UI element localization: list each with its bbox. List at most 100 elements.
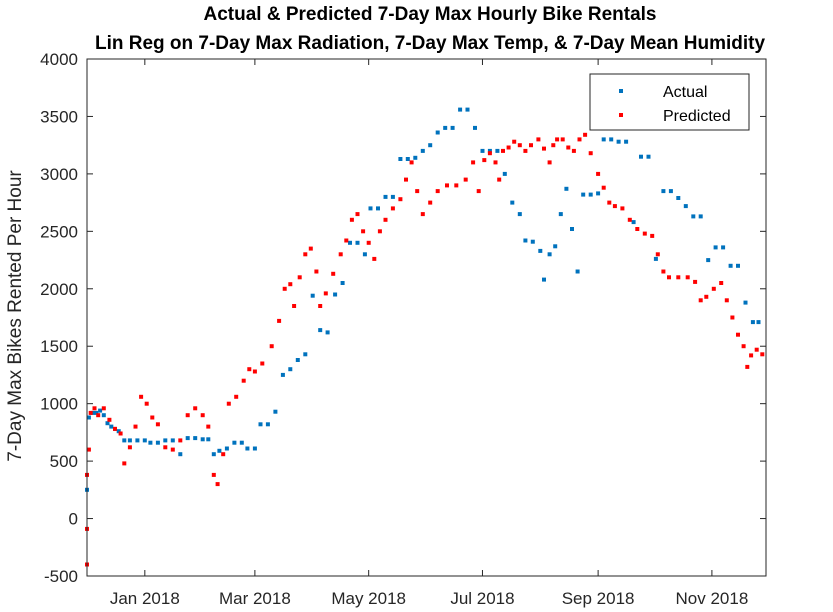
predicted-point — [349, 217, 354, 222]
predicted-point — [760, 352, 765, 357]
predicted-point — [607, 200, 612, 205]
predicted-point — [536, 137, 541, 142]
actual-point — [170, 438, 175, 443]
predicted-point — [318, 304, 323, 308]
actual-point — [728, 263, 733, 268]
predicted-point — [404, 177, 408, 182]
predicted-point — [685, 275, 690, 280]
legend-box — [589, 73, 750, 131]
predicted-point — [247, 367, 252, 372]
actual-point — [443, 125, 448, 130]
actual-point — [105, 421, 110, 426]
predicted-point — [445, 183, 449, 188]
predicted-point — [724, 298, 729, 303]
actual-point — [383, 194, 388, 199]
predicted-point — [661, 269, 666, 274]
predicted-point — [122, 461, 127, 466]
predicted-point — [144, 401, 149, 406]
predicted-point — [303, 252, 308, 257]
actual-point — [616, 139, 621, 144]
actual-point — [116, 429, 121, 434]
actual-point — [668, 189, 673, 194]
predicted-point — [133, 424, 138, 429]
predicted-point — [736, 332, 740, 337]
actual-point — [736, 263, 740, 268]
actual-point — [224, 446, 229, 451]
predicted-point — [551, 143, 556, 148]
actual-point — [288, 367, 293, 372]
actual-point — [376, 206, 380, 211]
predicted-point — [487, 151, 492, 156]
predicted-point — [497, 177, 502, 182]
actual-point — [142, 438, 147, 443]
actual-point — [163, 438, 168, 443]
predicted-point — [92, 406, 97, 411]
legend-marker-predicted — [619, 113, 623, 117]
actual-point — [232, 440, 237, 445]
actual-point — [355, 240, 360, 245]
predicted-point — [139, 394, 144, 399]
actual-point — [390, 194, 395, 199]
predicted-point — [323, 291, 328, 296]
predicted-point — [206, 424, 211, 429]
predicted-point — [560, 137, 565, 142]
predicted-point — [482, 158, 487, 163]
predicted-point — [529, 143, 533, 148]
predicted-point — [719, 281, 724, 285]
predicted-point — [163, 445, 168, 450]
predicted-point — [331, 271, 336, 276]
predicted-point — [170, 447, 175, 452]
predicted-point — [741, 344, 746, 349]
actual-point — [333, 292, 338, 297]
predicted-point — [730, 315, 735, 320]
x-tick-label: Jan 2018 — [110, 589, 180, 608]
x-tick-label: Sep 2018 — [562, 589, 635, 608]
legend: Actual Predicted — [589, 73, 750, 131]
actual-point — [185, 436, 190, 441]
predicted-point — [241, 378, 246, 383]
predicted-point — [185, 413, 190, 418]
predicted-point — [215, 482, 220, 487]
actual-point — [318, 328, 323, 333]
actual-point — [109, 424, 114, 429]
actual-point — [178, 452, 183, 457]
predicted-point — [377, 229, 382, 234]
legend-marker-actual — [619, 89, 623, 93]
actual-point — [265, 422, 270, 427]
actual-point — [362, 252, 367, 257]
actual-point — [420, 148, 425, 153]
actual-point — [547, 252, 552, 257]
predicted-point — [754, 347, 759, 352]
actual-point — [122, 438, 127, 443]
x-tick-label: Nov 2018 — [676, 589, 749, 608]
actual-point — [217, 448, 222, 453]
actual-point — [273, 409, 278, 414]
plot-frame — [86, 58, 767, 577]
predicted-point — [355, 212, 360, 217]
actual-point — [538, 248, 543, 253]
predicted-point — [642, 231, 647, 236]
actual-point — [653, 256, 658, 261]
actual-point — [588, 192, 593, 197]
actual-point — [252, 446, 257, 451]
predicted-point — [711, 286, 716, 291]
predicted-point — [601, 185, 606, 190]
x-tick-label: Jul 2018 — [450, 589, 514, 608]
predicted-point — [501, 148, 505, 153]
actual-point — [310, 293, 315, 298]
actual-point — [86, 415, 91, 420]
predicted-point — [361, 229, 366, 234]
actual-point — [101, 413, 106, 418]
actual-point — [631, 220, 636, 225]
actual-point — [280, 372, 285, 377]
actual-point — [530, 239, 535, 244]
predicted-point — [292, 304, 297, 308]
actual-point — [303, 352, 308, 357]
actual-point — [495, 148, 500, 153]
legend-label-predicted: Predicted — [663, 108, 731, 125]
y-tick-label: 1000 — [40, 395, 78, 414]
predicted-point — [252, 369, 257, 374]
x-tick-label: Mar 2018 — [219, 589, 291, 608]
actual-point — [683, 204, 688, 209]
actual-point — [570, 227, 574, 231]
